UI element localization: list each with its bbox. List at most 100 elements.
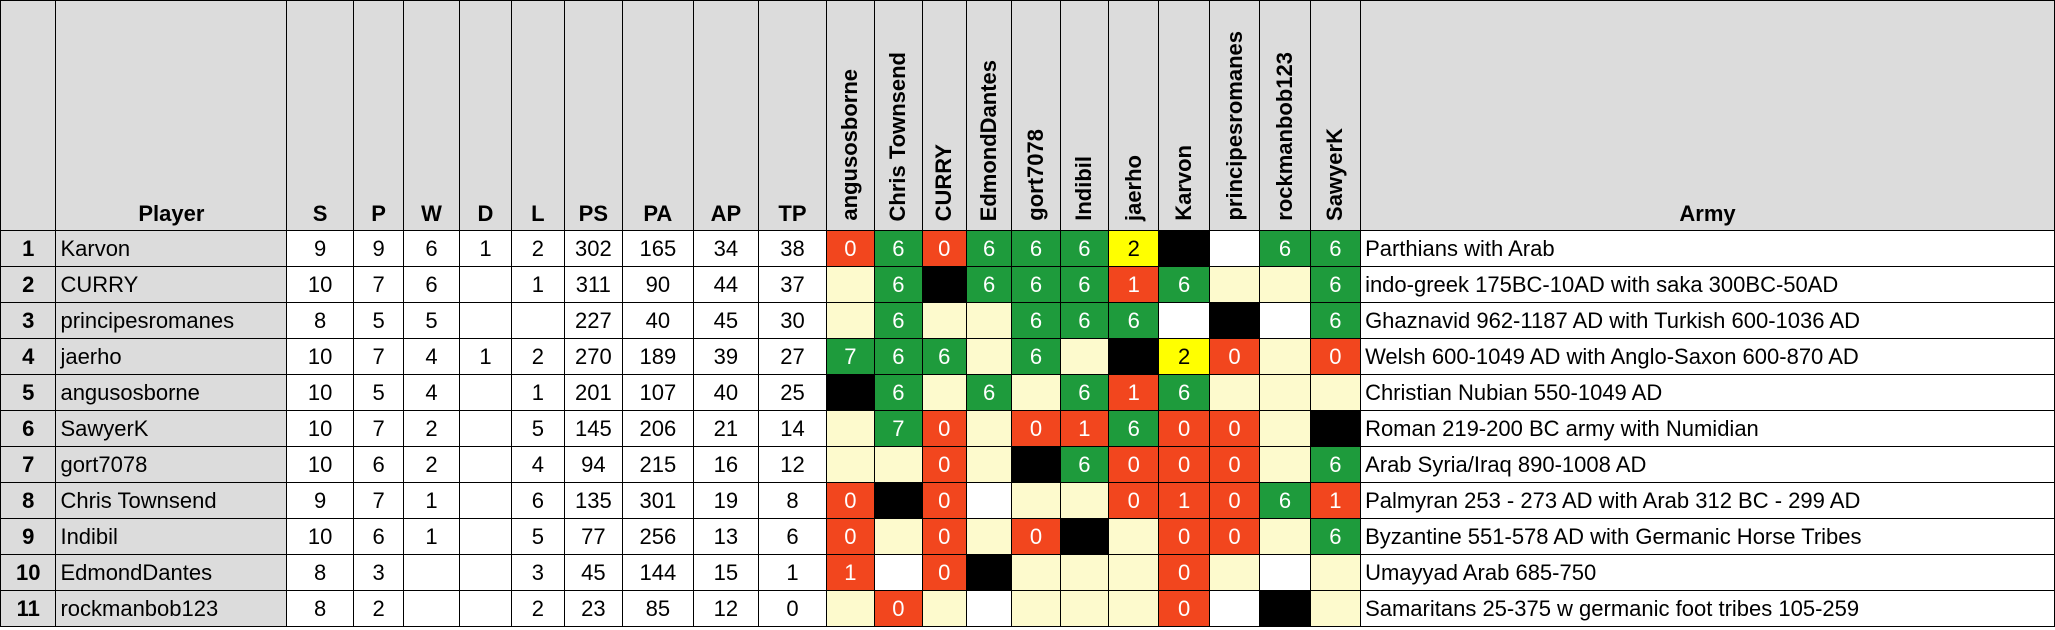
result-cell <box>825 446 876 483</box>
result-cell: 6 <box>1158 266 1210 303</box>
stat-cell: 38 <box>758 230 827 267</box>
result-cell: 6 <box>1011 230 1061 267</box>
stat-cell <box>458 482 513 519</box>
stat-cell: 10 <box>286 518 354 555</box>
stat-cell: 206 <box>622 410 694 447</box>
stat-cell: 301 <box>622 482 694 519</box>
result-cell <box>825 410 876 447</box>
result-cell: 7 <box>874 410 923 447</box>
stat-cell: 23 <box>563 590 624 627</box>
player-name-cell: CURRY <box>55 266 288 303</box>
stat-cell <box>458 266 513 303</box>
stat-cell: 1 <box>511 266 565 303</box>
result-cell <box>1309 374 1362 411</box>
stat-cell: 8 <box>758 482 827 519</box>
result-cell: 1 <box>1059 410 1110 447</box>
result-cell: 6 <box>874 230 923 267</box>
result-cell <box>1011 590 1061 627</box>
rank-header <box>0 0 57 231</box>
stat-cell: 10 <box>286 410 354 447</box>
stat-header: W <box>403 0 460 231</box>
stat-cell: 227 <box>563 302 624 339</box>
stat-cell: 5 <box>511 410 565 447</box>
result-cell: 6 <box>1059 230 1110 267</box>
rank-cell: 7 <box>0 446 57 483</box>
stat-cell: 12 <box>692 590 760 627</box>
table-body: 1 Karvon 9 9 6 1 2 302 165 34 38 0 6 0 6 6 6 2 6 6 Parthians… <box>0 230 2055 627</box>
result-cell <box>965 554 1013 591</box>
stat-cell: 10 <box>286 446 354 483</box>
result-cell <box>1259 410 1311 447</box>
result-cell: 0 <box>1158 590 1210 627</box>
stat-cell: 6 <box>403 266 460 303</box>
result-cell <box>1011 554 1061 591</box>
opponent-header: angusosborne <box>825 0 876 231</box>
stat-cell: 37 <box>758 266 827 303</box>
stat-cell: 1 <box>458 230 513 267</box>
table-row: 1 Karvon 9 9 6 1 2 302 165 34 38 0 6 0 6 6 6 2 6 6 Parthians… <box>0 230 2055 267</box>
result-cell <box>1158 302 1210 339</box>
stat-cell: 189 <box>622 338 694 375</box>
stat-cell: 4 <box>511 446 565 483</box>
result-cell: 6 <box>1108 302 1160 339</box>
stat-cell: 2 <box>511 590 565 627</box>
result-cell <box>965 410 1013 447</box>
result-cell: 6 <box>1011 266 1061 303</box>
result-cell: 6 <box>1259 482 1311 519</box>
stat-cell: 7 <box>352 338 405 375</box>
result-cell <box>921 266 967 303</box>
result-cell <box>1259 554 1311 591</box>
army-cell: Christian Nubian 550-1049 AD <box>1360 374 2055 411</box>
opponent-header-label: jaerho <box>1120 154 1146 221</box>
stat-cell: 8 <box>286 590 354 627</box>
opponent-header: gort7078 <box>1011 0 1061 231</box>
opponent-header-label: Karvon <box>1171 145 1197 221</box>
player-name-cell: rockmanbob123 <box>55 590 288 627</box>
result-cell <box>965 446 1013 483</box>
result-cell: 0 <box>825 518 876 555</box>
army-cell: Welsh 600-1049 AD with Anglo-Saxon 600-8… <box>1360 338 2055 375</box>
result-cell <box>1259 446 1311 483</box>
stat-cell: 5 <box>352 374 405 411</box>
stat-cell: 5 <box>511 518 565 555</box>
result-cell <box>1108 518 1160 555</box>
opponent-header: principesromanes <box>1208 0 1261 231</box>
stat-cell: 2 <box>511 338 565 375</box>
stat-cell: 0 <box>758 590 827 627</box>
stat-cell: 5 <box>352 302 405 339</box>
result-cell <box>874 518 923 555</box>
result-cell <box>874 482 923 519</box>
result-cell: 0 <box>921 410 967 447</box>
player-name-cell: Karvon <box>55 230 288 267</box>
army-cell: Byzantine 551-578 AD with Germanic Horse… <box>1360 518 2055 555</box>
result-cell: 6 <box>1011 338 1061 375</box>
stat-header: D <box>458 0 513 231</box>
result-cell <box>965 518 1013 555</box>
result-cell: 0 <box>825 482 876 519</box>
stat-cell: 6 <box>352 446 405 483</box>
rank-cell: 9 <box>0 518 57 555</box>
result-cell: 6 <box>965 230 1013 267</box>
stat-cell <box>458 590 513 627</box>
result-cell <box>1108 554 1160 591</box>
stat-cell: 44 <box>692 266 760 303</box>
result-cell: 6 <box>965 266 1013 303</box>
result-cell <box>965 338 1013 375</box>
stat-cell: 107 <box>622 374 694 411</box>
result-cell: 0 <box>921 230 967 267</box>
opponent-header-label: SawyerK <box>1322 128 1348 221</box>
stat-header: PS <box>563 0 624 231</box>
result-cell: 0 <box>1108 446 1160 483</box>
stat-cell: 40 <box>622 302 694 339</box>
table-row: 4 jaerho 10 7 4 1 2 270 189 39 27 7 6 6 6 2 0 0 Welsh 600-… <box>0 338 2055 375</box>
stat-cell: 6 <box>758 518 827 555</box>
stat-cell <box>458 518 513 555</box>
stat-header: P <box>352 0 405 231</box>
result-cell: 6 <box>965 374 1013 411</box>
result-cell <box>825 590 876 627</box>
table-row: 5 angusosborne 10 5 4 1 201 107 40 25 6 6 6 1 6 Christi… <box>0 374 2055 411</box>
result-cell: 0 <box>1158 410 1210 447</box>
stat-cell: 201 <box>563 374 624 411</box>
opponent-header-label: rockmanbob123 <box>1271 52 1297 221</box>
player-name-cell: principesromanes <box>55 302 288 339</box>
